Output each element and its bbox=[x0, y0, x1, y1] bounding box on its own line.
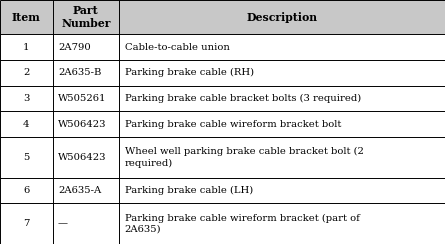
Text: 5: 5 bbox=[23, 153, 29, 162]
Text: —: — bbox=[58, 219, 68, 228]
Text: 2A635-A: 2A635-A bbox=[58, 186, 101, 195]
Text: Wheel well parking brake cable bracket bolt (2
required): Wheel well parking brake cable bracket b… bbox=[125, 147, 364, 168]
Text: Cable-to-cable union: Cable-to-cable union bbox=[125, 43, 230, 51]
Text: Part
Number: Part Number bbox=[61, 5, 111, 29]
Text: 3: 3 bbox=[23, 94, 29, 103]
Text: Parking brake cable (RH): Parking brake cable (RH) bbox=[125, 68, 254, 77]
Text: Item: Item bbox=[12, 12, 40, 23]
Text: Parking brake cable (LH): Parking brake cable (LH) bbox=[125, 186, 253, 195]
Text: W506423: W506423 bbox=[58, 153, 106, 162]
Text: Description: Description bbox=[247, 12, 318, 23]
Text: W506423: W506423 bbox=[58, 120, 106, 129]
Text: 2A635-B: 2A635-B bbox=[58, 68, 101, 77]
Text: 2A790: 2A790 bbox=[58, 43, 91, 51]
Text: W505261: W505261 bbox=[58, 94, 106, 103]
Bar bbox=[0, 0, 445, 34]
Text: 6: 6 bbox=[23, 186, 29, 195]
Text: Parking brake cable bracket bolts (3 required): Parking brake cable bracket bolts (3 req… bbox=[125, 94, 361, 103]
Text: Parking brake cable wireform bracket bolt: Parking brake cable wireform bracket bol… bbox=[125, 120, 341, 129]
Text: 2: 2 bbox=[23, 68, 29, 77]
Text: 4: 4 bbox=[23, 120, 29, 129]
Text: 7: 7 bbox=[23, 219, 29, 228]
Text: Parking brake cable wireform bracket (part of
2A635): Parking brake cable wireform bracket (pa… bbox=[125, 214, 360, 234]
Text: 1: 1 bbox=[23, 43, 29, 51]
